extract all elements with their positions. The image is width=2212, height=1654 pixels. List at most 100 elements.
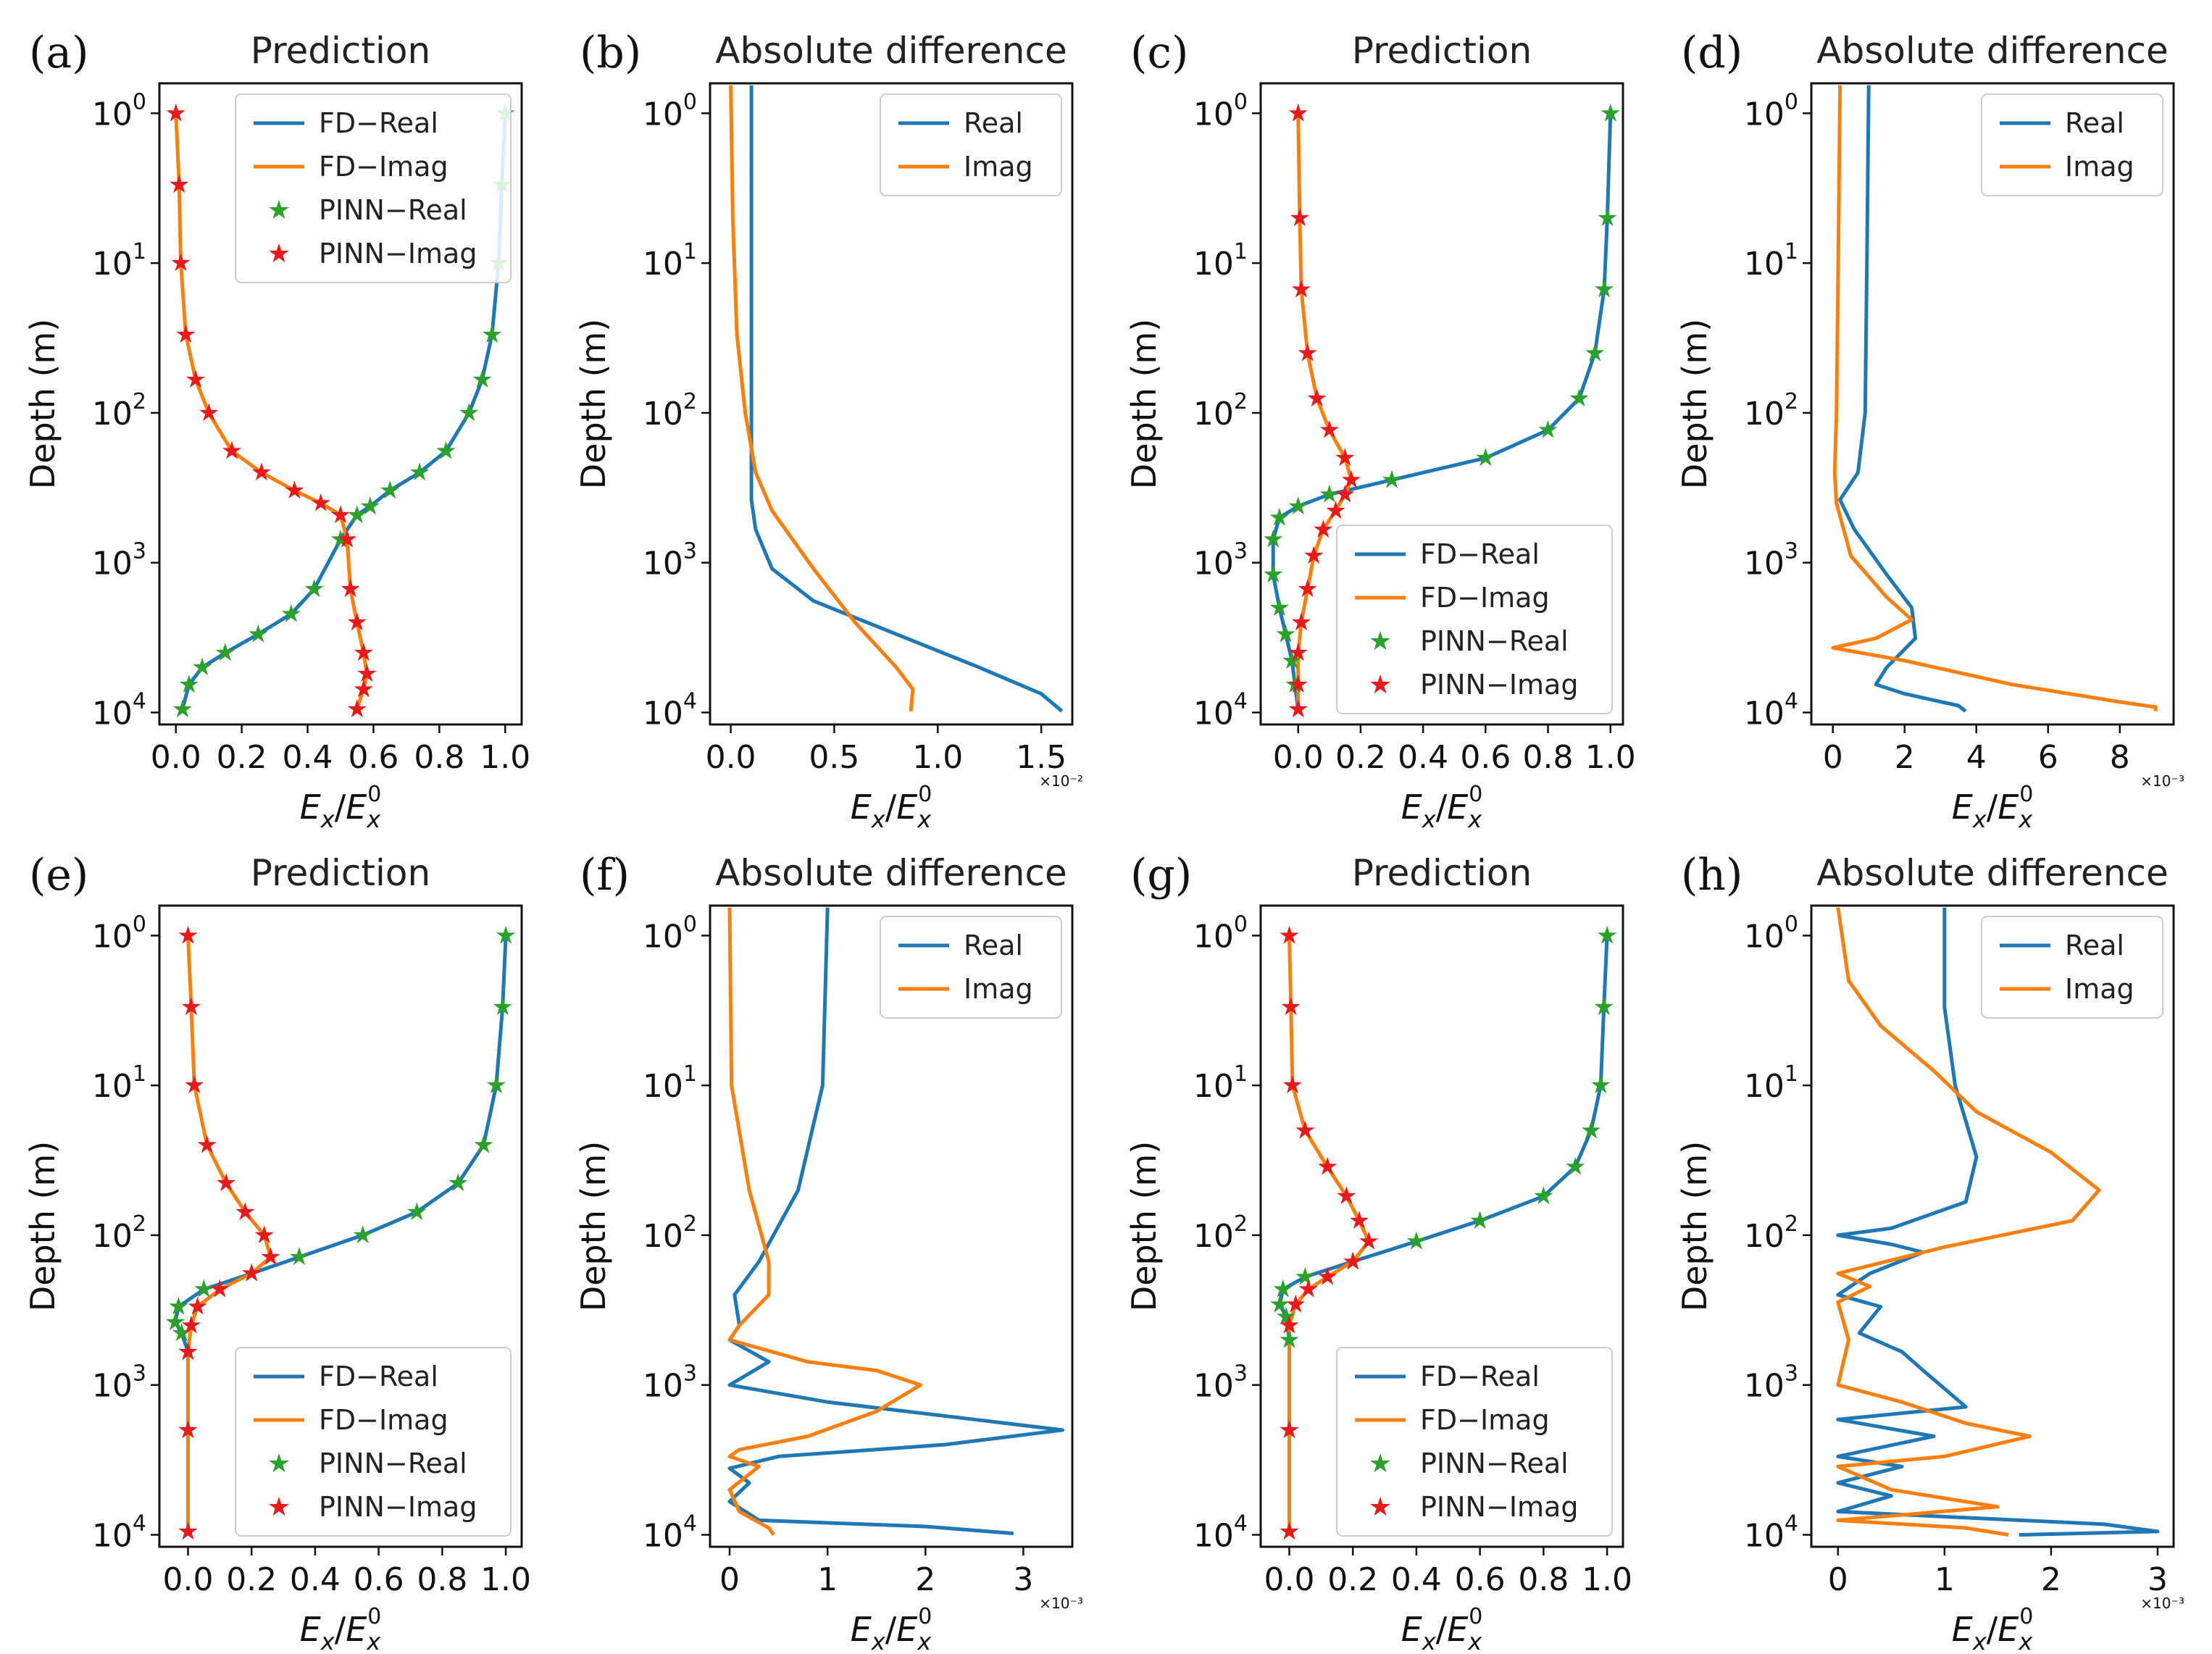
x-tick-label: 8 (2110, 739, 2130, 776)
data-point-pinn-real: ★ (1564, 1153, 1586, 1182)
x-tick-label: 0.0 (151, 739, 201, 776)
x-tick-label: 4 (1966, 739, 1987, 776)
data-point-pinn-real: ★ (1281, 646, 1303, 675)
x-tick-label: 0.8 (417, 1561, 467, 1598)
x-tick-label: 0.0 (1264, 1561, 1314, 1598)
data-point-pinn-real: ★ (495, 921, 517, 950)
data-point-pinn-imag: ★ (1278, 1311, 1300, 1340)
legend-label: FD−Imag (1420, 1404, 1550, 1436)
legend-label: Real (2065, 107, 2124, 139)
x-tick-label: 0.5 (809, 739, 859, 776)
legend-box (880, 93, 1062, 196)
data-point-pinn-real: ★ (1278, 1325, 1300, 1354)
y-axis-label: Depth (m) (1124, 1141, 1164, 1311)
data-point-pinn-imag: ★ (186, 1292, 208, 1321)
x-tick-label: 0.4 (290, 1561, 341, 1598)
y-axis-label: Depth (m) (23, 1141, 62, 1311)
data-point-pinn-real: ★ (435, 437, 456, 466)
legend-swatch: ★ (1369, 1449, 1392, 1479)
data-point-pinn-real: ★ (1269, 1290, 1290, 1319)
legend-swatch: ★ (267, 196, 291, 225)
y-tick-label: 104 (643, 1511, 697, 1554)
data-point-pinn-imag: ★ (1290, 275, 1312, 304)
series-line-fd-imag (1287, 935, 1371, 1532)
y-tick-label: 100 (1744, 89, 1798, 133)
data-point-pinn-imag: ★ (1287, 99, 1309, 128)
series-line-fd-real (1271, 113, 1613, 710)
y-tick-label: 104 (1193, 1511, 1248, 1554)
axes-frame (1810, 904, 2175, 1548)
data-point-pinn-imag: ★ (1287, 670, 1309, 699)
y-tick-label: 100 (1744, 911, 1798, 955)
chart-title: Absolute difference (715, 852, 1067, 894)
legend-box (235, 1347, 512, 1537)
chart-title: Absolute difference (715, 30, 1067, 72)
legend-swatch: ★ (1369, 627, 1392, 656)
data-point-pinn-imag: ★ (234, 1198, 256, 1227)
data-point-pinn-imag: ★ (1348, 1206, 1370, 1235)
y-axis-label: Depth (m) (574, 1141, 613, 1311)
data-point-pinn-imag: ★ (251, 458, 272, 487)
data-point-pinn-imag: ★ (1278, 1416, 1300, 1445)
legend-label: PINN−Imag (1420, 669, 1578, 701)
series-line-imag (1836, 907, 2101, 1537)
axes-frame (158, 82, 523, 726)
y-tick-label: 100 (643, 911, 697, 955)
x-axis-multiplier: ×10⁻³ (1039, 1595, 1083, 1612)
data-point-pinn-real: ★ (1381, 465, 1403, 494)
data-point-pinn-imag: ★ (1340, 465, 1362, 494)
data-point-pinn-real: ★ (1272, 1275, 1293, 1304)
y-axis-label: Depth (m) (1675, 1141, 1714, 1311)
chart-panel-h: 100 101 102 103 104 0 1 2 3×10⁻³ Ex/Ex0 Depth (m) A… (1675, 850, 2184, 1654)
legend-label: Imag (2065, 973, 2134, 1005)
x-tick-label: 0 (719, 1561, 740, 1598)
data-point-pinn-real: ★ (1342, 1247, 1364, 1276)
data-point-pinn-imag: ★ (177, 1416, 199, 1445)
data-point-pinn-real: ★ (1596, 921, 1618, 950)
chart-panel-c: ★★★★★★★★★★★★★★★★★★★★★★★★★★★★★★★★★★★10010… (1124, 28, 1636, 833)
data-point-pinn-imag: ★ (259, 1242, 281, 1271)
data-point-pinn-real: ★ (247, 619, 269, 648)
x-tick-label: 0.8 (1518, 1561, 1569, 1598)
y-tick-label: 104 (1744, 1511, 1798, 1554)
data-point-pinn-imag: ★ (1278, 921, 1300, 950)
legend-label: PINN−Imag (319, 1491, 477, 1523)
data-point-pinn-imag: ★ (346, 695, 367, 724)
data-point-pinn-real: ★ (1275, 1302, 1297, 1331)
chart-panel-d: 100 101 102 103 104 0 2 4 6 8 ×10⁻³ Ex/Ex0 Depth (m)… (1675, 28, 2184, 833)
data-point-pinn-imag: ★ (253, 1221, 275, 1250)
panel-label: (g) (1130, 850, 1192, 901)
chart-title: Prediction (251, 30, 430, 72)
x-tick-label: 1.5 (1016, 739, 1067, 776)
data-point-pinn-imag: ★ (1287, 638, 1309, 667)
data-point-pinn-real: ★ (1537, 415, 1558, 444)
x-tick-label: 2 (915, 1561, 935, 1598)
y-tick-label: 104 (1193, 688, 1248, 732)
data-point-pinn-real: ★ (409, 458, 430, 487)
data-point-pinn-real: ★ (485, 1071, 507, 1100)
data-point-pinn-real: ★ (447, 1169, 469, 1198)
x-tick-label: 2 (1895, 739, 1915, 776)
legend-label: Imag (2065, 151, 2134, 183)
legend-label: Imag (964, 973, 1033, 1005)
panel-label: (e) (29, 850, 88, 901)
series-line-imag (727, 907, 922, 1536)
data-point-pinn-real: ★ (330, 525, 351, 554)
data-point-pinn-real: ★ (1568, 384, 1590, 413)
series-line-real (749, 85, 1064, 713)
data-point-pinn-imag: ★ (175, 320, 196, 349)
x-axis-multiplier: ×10⁻³ (2140, 1595, 2184, 1612)
legend-label: Real (964, 930, 1023, 961)
data-point-pinn-real: ★ (346, 501, 367, 530)
panel-label: (c) (1130, 28, 1188, 78)
data-point-pinn-real: ★ (491, 993, 513, 1022)
data-point-pinn-imag: ★ (1296, 575, 1318, 603)
x-tick-label: 0.2 (1327, 1561, 1378, 1598)
x-tick-label: 1 (1935, 1561, 1955, 1598)
x-axis-label: Ex/Ex0 (851, 1604, 932, 1654)
series-line-imag (1831, 85, 2158, 711)
legend-box (1336, 1347, 1613, 1537)
legend-label: PINN−Real (1420, 625, 1569, 657)
data-point-pinn-imag: ★ (1358, 1227, 1380, 1256)
data-point-pinn-imag: ★ (1319, 415, 1340, 444)
